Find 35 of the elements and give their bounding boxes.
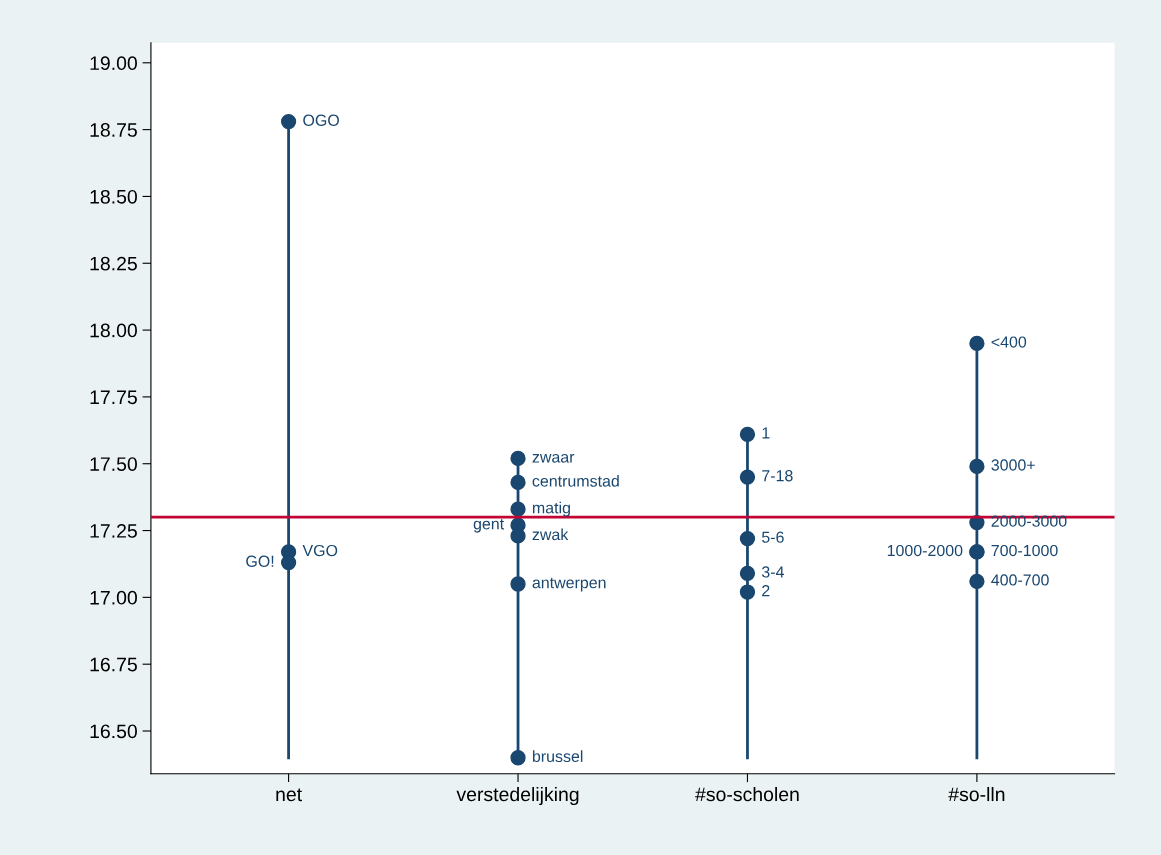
y-tick-label: 18.00 — [90, 323, 137, 338]
annotation: 2 — [762, 585, 770, 597]
annotation: 3000+ — [991, 459, 1035, 471]
x-tick-label: #so-lln — [948, 786, 1005, 802]
y-tick-label: 17.50 — [90, 457, 137, 471]
x-tick-label: verstedelijking — [456, 786, 579, 806]
y-tick-label: 16.75 — [90, 657, 137, 672]
x-tick-label: net — [276, 788, 302, 802]
y-tick-label: 17.25 — [90, 524, 137, 538]
annotation: zwaar — [532, 453, 575, 463]
annotation: 3-4 — [761, 566, 784, 578]
annotation: centrumstad — [532, 474, 619, 487]
annotation: brussel — [532, 750, 583, 763]
annotation: VGO — [302, 544, 338, 557]
annotation: 400-700 — [991, 574, 1049, 586]
annotation: gent — [473, 519, 505, 533]
annotation: <400 — [991, 336, 1027, 348]
y-tick-label: 18.75 — [90, 123, 137, 137]
annotation: OGO — [303, 114, 339, 126]
annotation: antwerpen — [532, 577, 606, 592]
annotation: matig — [532, 501, 570, 517]
annotation: 700-1000 — [991, 544, 1058, 557]
x-tick-label: #so-scholen — [695, 786, 799, 802]
y-tick-label: 16.50 — [90, 724, 137, 739]
y-tick-label: 19.00 — [90, 56, 137, 71]
annotation: 1 — [762, 427, 770, 439]
annotation: GO! — [246, 555, 274, 567]
y-tick-label: 18.50 — [90, 189, 137, 204]
y-tick-label: 17.00 — [90, 590, 137, 605]
y-tick-label: 18.25 — [90, 256, 137, 271]
annotation: 5-6 — [761, 531, 784, 543]
annotation: zwak — [532, 528, 569, 541]
annotation: 7-18 — [762, 470, 793, 482]
y-tick-label: 17.75 — [90, 390, 137, 405]
annotation: 1000-2000 — [887, 544, 963, 557]
